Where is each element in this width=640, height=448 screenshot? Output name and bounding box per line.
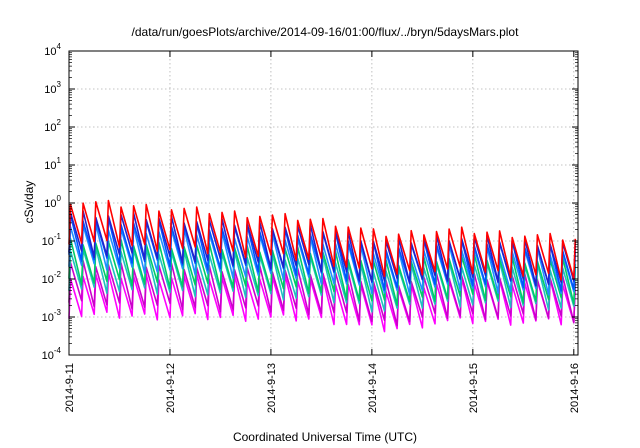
y-tick-label: 10-1 — [42, 232, 62, 248]
x-axis: 2014-9-11 2014-9-12 2014-9-13 2014-9-14 2014… — [64, 51, 581, 413]
x-axis-label: Coordinated Universal Time (UTC) — [233, 430, 417, 444]
y-axis: 10-4 10-3 10-2 10-1 100 101 102 103 104 — [42, 42, 578, 362]
y-tick-label: 10-4 — [42, 346, 62, 362]
y-tick-label: 101 — [44, 156, 61, 172]
series-line — [68, 199, 577, 281]
y-tick-label: 102 — [44, 118, 61, 134]
x-tick-label: 2014-9-11 — [64, 363, 76, 412]
y-tick-label: 103 — [44, 80, 61, 96]
x-tick-label: 2014-9-16 — [569, 363, 581, 413]
y-tick-label: 10-3 — [42, 308, 62, 324]
y-axis-label: cSv/day — [22, 181, 36, 224]
series-group — [68, 199, 577, 333]
y-tick-label: 10-2 — [42, 270, 62, 286]
y-tick-label: 100 — [44, 194, 61, 210]
chart-title: /data/run/goesPlots/archive/2014-09-16/0… — [132, 25, 520, 39]
x-tick-label: 2014-9-12 — [165, 363, 177, 413]
x-tick-label: 2014-9-14 — [367, 363, 379, 413]
x-tick-label: 2014-9-15 — [468, 363, 480, 413]
x-tick-label: 2014-9-13 — [266, 363, 278, 413]
y-tick-label: 104 — [44, 42, 61, 58]
